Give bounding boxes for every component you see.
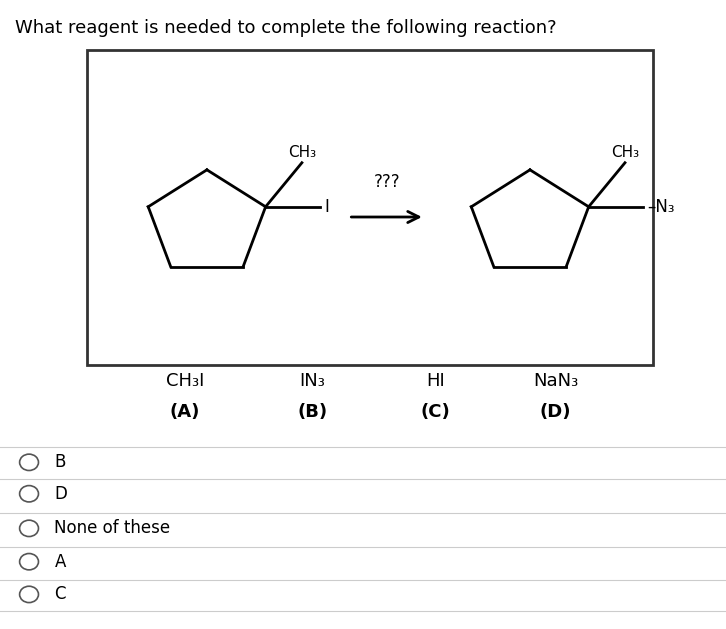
Text: –N₃: –N₃ <box>648 198 675 216</box>
Text: CH₃I: CH₃I <box>166 372 204 389</box>
Text: None of these: None of these <box>54 520 171 537</box>
Text: HI: HI <box>426 372 445 389</box>
Text: D: D <box>54 485 68 503</box>
Text: CH₃: CH₃ <box>287 145 316 160</box>
Text: I: I <box>325 198 330 216</box>
Text: CH₃: CH₃ <box>611 145 639 160</box>
Text: (A): (A) <box>170 403 200 421</box>
Text: ???: ??? <box>373 172 400 191</box>
FancyBboxPatch shape <box>87 50 653 365</box>
Text: NaN₃: NaN₃ <box>533 372 578 389</box>
Text: What reagent is needed to complete the following reaction?: What reagent is needed to complete the f… <box>15 19 556 37</box>
Text: B: B <box>54 454 66 471</box>
Text: C: C <box>54 586 66 603</box>
Text: (C): (C) <box>421 403 450 421</box>
Text: (B): (B) <box>297 403 327 421</box>
Text: IN₃: IN₃ <box>299 372 325 389</box>
Text: A: A <box>54 553 66 571</box>
Text: (D): (D) <box>539 403 571 421</box>
